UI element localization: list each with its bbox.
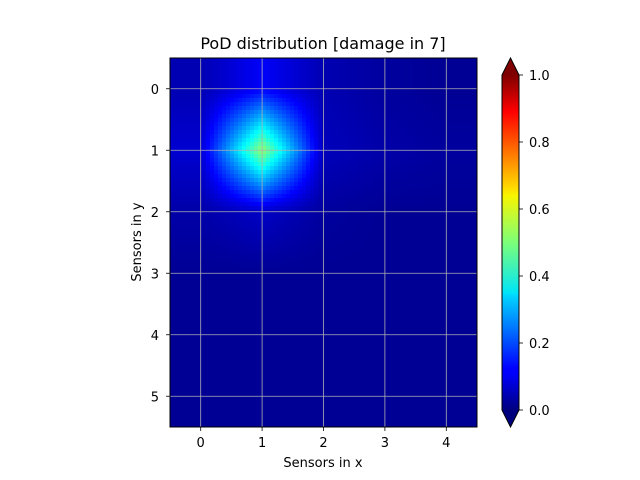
colorbar-gradient xyxy=(502,75,519,410)
colorbar-extend-top xyxy=(502,58,519,75)
x-tick-label: 2 xyxy=(319,436,327,451)
y-tick-label: 4 xyxy=(151,329,159,344)
colorbar-tick-label: 1.0 xyxy=(529,69,550,84)
x-axis-ticks: 0 1 2 3 4 xyxy=(197,427,450,451)
x-axis-label: Sensors in x xyxy=(283,456,362,471)
y-axis-label: Sensors in y xyxy=(130,202,145,281)
colorbar-extend-bottom xyxy=(502,410,519,427)
heatmap-area xyxy=(170,58,477,427)
y-axis-ticks: 0 1 2 3 4 5 xyxy=(151,83,170,405)
grid-lines xyxy=(170,58,477,427)
x-tick-label: 4 xyxy=(442,436,450,451)
x-tick-label: 0 xyxy=(197,436,205,451)
colorbar-ticks: 0.0 0.2 0.4 0.6 0.8 1.0 xyxy=(519,69,550,419)
colorbar-tick-label: 0.4 xyxy=(529,270,550,285)
colorbar-tick-label: 0.2 xyxy=(529,337,550,352)
y-tick-label: 1 xyxy=(151,144,159,159)
y-tick-label: 0 xyxy=(151,83,159,98)
colorbar: 0.0 0.2 0.4 0.6 0.8 1.0 xyxy=(501,56,550,429)
x-tick-label: 1 xyxy=(258,436,266,451)
chart-title: PoD distribution [damage in 7] xyxy=(200,34,445,53)
y-tick-label: 2 xyxy=(151,206,159,221)
colorbar-tick-label: 0.8 xyxy=(529,136,550,151)
y-tick-label: 3 xyxy=(151,267,159,282)
colorbar-tick-label: 0.6 xyxy=(529,203,550,218)
y-tick-label: 5 xyxy=(151,390,159,405)
colorbar-tick-label: 0.0 xyxy=(529,404,550,419)
x-tick-label: 3 xyxy=(381,436,389,451)
